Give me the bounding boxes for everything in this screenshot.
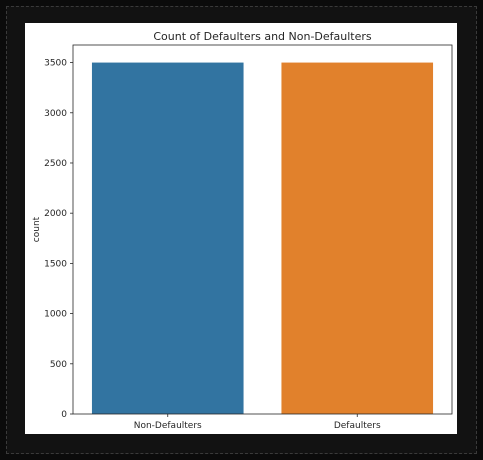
chart-title: Count of Defaulters and Non-Defaulters xyxy=(153,30,372,43)
plot-frame xyxy=(72,44,453,415)
bar-chart: Count of Defaulters and Non-Defaulters No… xyxy=(32,30,453,431)
y-tick-label: 1000 xyxy=(44,310,67,320)
x-tick-label: Defaulters xyxy=(334,421,381,431)
y-tick-label: 3000 xyxy=(44,109,67,119)
y-axis-label: count xyxy=(32,216,42,242)
y-tick-label: 2500 xyxy=(44,159,67,169)
y-tick-label: 500 xyxy=(50,360,67,370)
chart-figure: Count of Defaulters and Non-Defaulters No… xyxy=(25,23,457,434)
bar-non-defaulters xyxy=(91,62,244,414)
y-tick-label: 3500 xyxy=(44,59,67,69)
y-tick-label: 0 xyxy=(61,410,67,420)
y-tick-label: 2000 xyxy=(44,209,67,219)
x-tick-label: Non-Defaulters xyxy=(134,421,202,431)
bar-defaulters xyxy=(281,62,434,414)
y-tick-label: 1500 xyxy=(44,259,67,269)
